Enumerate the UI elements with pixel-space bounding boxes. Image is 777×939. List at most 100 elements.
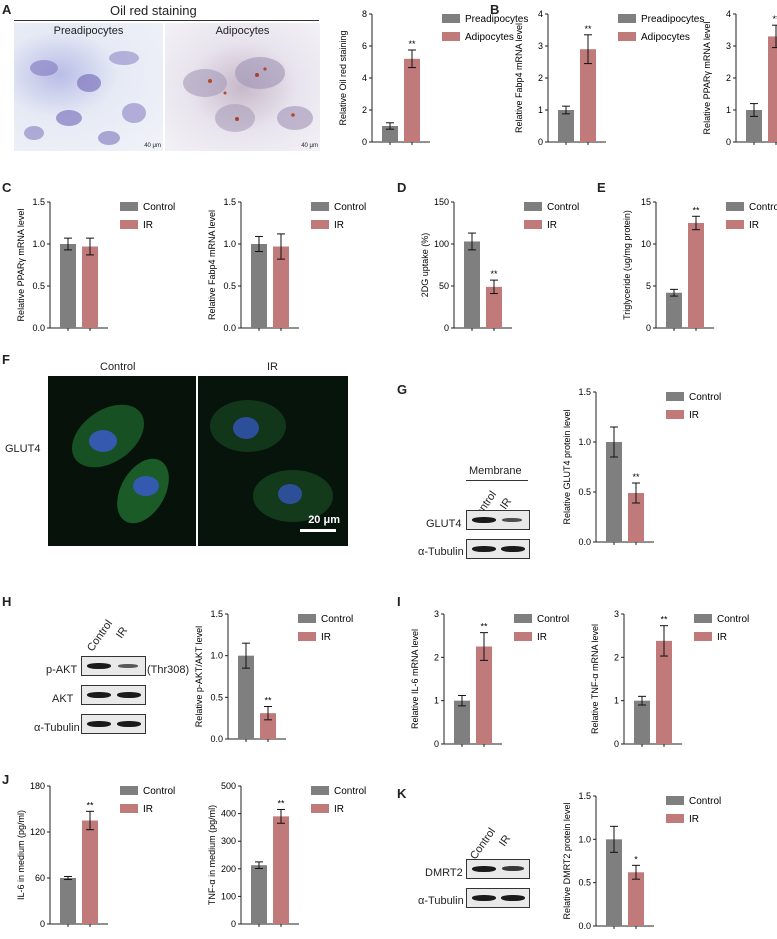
- bar: [464, 241, 480, 328]
- bar: [628, 493, 644, 542]
- y-tick-label: 5: [646, 281, 651, 291]
- band: [87, 663, 111, 669]
- significance-mark: **: [86, 800, 94, 810]
- legend-swatch: [120, 220, 138, 229]
- significance-mark: **: [692, 205, 700, 215]
- bar: [454, 700, 470, 744]
- y-tick-label: 1: [538, 105, 543, 115]
- blot-h-pakt: [81, 656, 146, 676]
- legend-label: Control: [334, 202, 366, 213]
- legend-label: Adipocytes: [465, 32, 514, 43]
- bar: [382, 126, 398, 142]
- y-tick-label: 0.0: [32, 323, 45, 333]
- y-tick-label: 0.0: [578, 921, 591, 931]
- legend-swatch: [514, 614, 532, 623]
- legend-swatch: [298, 632, 316, 641]
- y-axis-label: Relative IL-6 mRNA level: [410, 629, 420, 729]
- legend-label: Control: [689, 392, 721, 403]
- band: [472, 895, 496, 901]
- significance-mark: **: [772, 14, 777, 24]
- legend-swatch: [120, 202, 138, 211]
- legend-label: IR: [537, 632, 547, 643]
- legend-label: IR: [749, 220, 759, 231]
- panel-label-f: F: [2, 352, 10, 367]
- bar: [60, 244, 76, 328]
- panel-label-a: A: [2, 2, 12, 17]
- legend-label: Control: [689, 796, 721, 807]
- band: [472, 517, 496, 523]
- chart-i-il6: Relative IL-6 mRNA level 0 1 2 3 ** Control IR: [410, 609, 569, 749]
- y-axis-label: Relative TNF-α mRNA level: [590, 624, 600, 734]
- scale-bar-a1: 40 μm: [144, 143, 161, 149]
- bar: [656, 640, 672, 744]
- y-tick-label: 3: [434, 609, 439, 619]
- oil-red-title-rule: [14, 20, 319, 21]
- legend-swatch: [311, 202, 329, 211]
- y-tick-label: 6: [362, 41, 367, 51]
- y-tick-label: 500: [221, 781, 236, 791]
- y-tick-label: 1.5: [578, 791, 591, 801]
- y-tick-label: 200: [221, 864, 236, 874]
- bar: [273, 246, 289, 328]
- bar: [251, 244, 267, 328]
- bar: [746, 110, 762, 142]
- significance-mark: *: [634, 854, 638, 864]
- chart-g-glut4: Relative GLUT4 protein level 0.0 0.5 1.0 1.5…: [562, 387, 721, 547]
- y-tick-label: 0: [444, 323, 449, 333]
- y-tick-label: 4: [538, 9, 543, 19]
- y-tick-label: 2: [726, 73, 731, 83]
- legend-swatch: [694, 614, 712, 623]
- y-tick-label: 1: [726, 105, 731, 115]
- lane-label-h-control: Control: [85, 617, 116, 654]
- legend-swatch: [442, 32, 460, 41]
- lipid-droplets: [183, 57, 313, 132]
- bar: [628, 872, 644, 926]
- legend-swatch: [311, 220, 329, 229]
- chart-d-2dg: 2DG uptake (%) 0 50 100 150 ** Control IR: [420, 197, 579, 333]
- chart-b-ppar: Relative PPARγ mRNA level 0 1 2 3 4 **: [702, 9, 777, 147]
- bar: [82, 820, 98, 924]
- band: [87, 692, 111, 698]
- lane-label-h-ir: IR: [114, 624, 131, 641]
- y-axis-label: Relative PPARγ mRNA level: [16, 209, 26, 322]
- lane-label-k-control: Control: [468, 825, 499, 862]
- band: [472, 546, 496, 552]
- band: [501, 546, 525, 552]
- y-tick-label: 1.5: [578, 387, 591, 397]
- bar: [666, 292, 682, 328]
- legend-label: Control: [717, 614, 749, 625]
- bar: [688, 223, 704, 328]
- legend-label: IR: [689, 410, 699, 421]
- legend-swatch: [618, 32, 636, 41]
- bar: [606, 442, 622, 542]
- chart-e-triglyceride: Triglyceride (ug/mg protein) 0 5 10 15 ** Cont…: [622, 197, 777, 333]
- legend-label: IR: [717, 632, 727, 643]
- bar: [606, 839, 622, 926]
- chart-j-il6: IL-6 in medium (pg/ml) 0 60 120 180 ** Control…: [16, 781, 175, 929]
- bar: [634, 700, 650, 744]
- panel-label-d: D: [397, 180, 407, 195]
- y-axis-label: Relative Oil red staining: [338, 30, 348, 125]
- bar: [82, 246, 98, 328]
- legend-swatch: [726, 202, 744, 211]
- panel-label-b: B: [490, 2, 500, 17]
- significance-mark: **: [264, 696, 272, 706]
- band: [472, 866, 496, 872]
- y-tick-label: 2: [614, 652, 619, 662]
- chart-b-fabp4: Relative Fabp4 mRNA level 0 1 2 3 4 ** Preadipo…: [514, 9, 704, 147]
- cell-shapes: [24, 51, 146, 145]
- legend-swatch: [120, 804, 138, 813]
- y-tick-label: 180: [30, 781, 45, 791]
- blot-h-akt: [81, 685, 146, 705]
- y-tick-label: 0.5: [32, 281, 45, 291]
- legend-swatch: [618, 14, 636, 23]
- y-tick-label: 0.0: [578, 537, 591, 547]
- legend-swatch: [666, 796, 684, 805]
- cell-fluorescence-control: [71, 404, 169, 524]
- y-tick-label: 0: [362, 137, 367, 147]
- panel-label-g: G: [397, 382, 408, 397]
- y-tick-label: 2: [538, 73, 543, 83]
- y-axis-label: Relative DMRT2 protein level: [562, 803, 572, 920]
- legend-swatch: [298, 614, 316, 623]
- band: [502, 866, 524, 871]
